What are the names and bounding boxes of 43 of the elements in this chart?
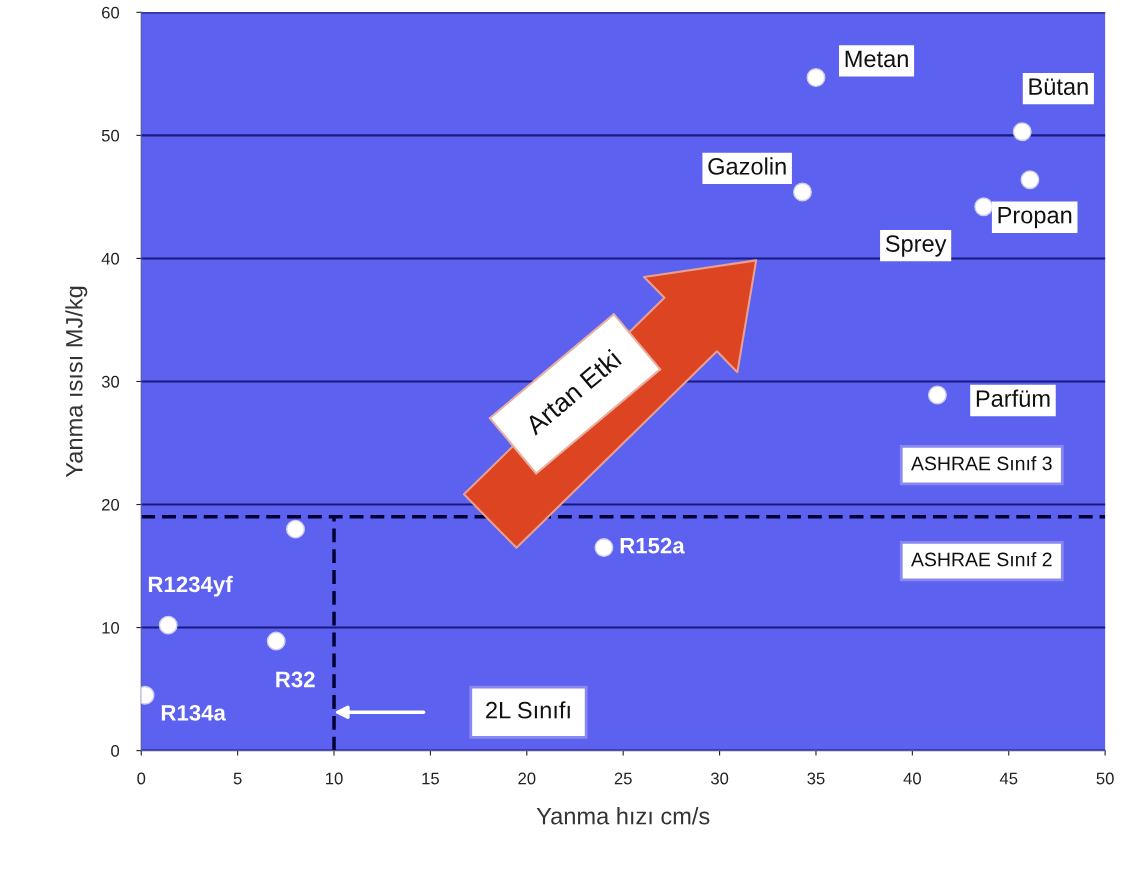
annotation: R32 xyxy=(276,671,315,688)
point xyxy=(793,182,812,202)
ref-line-label: 2L Sınıfı xyxy=(486,701,570,719)
x-tick-label: 5 xyxy=(233,772,242,785)
annotation: R152a xyxy=(620,537,685,554)
y-tick-label: 30 xyxy=(101,375,120,388)
annotation: R1234yf xyxy=(148,575,233,597)
y-tick-label: 50 xyxy=(101,129,120,142)
annotation: ASHRAE Sınıf 3 xyxy=(911,456,1052,471)
x-tick-label: 45 xyxy=(999,772,1018,785)
x-tick-label: 15 xyxy=(422,772,439,785)
point xyxy=(285,519,305,539)
annotation: Gazolin xyxy=(708,157,786,175)
y-tick-label: 60 xyxy=(102,6,120,19)
y-tick-label: 10 xyxy=(102,621,120,634)
point xyxy=(974,197,994,217)
x-tick-label: 25 xyxy=(614,772,632,785)
x-tick-label: 40 xyxy=(903,772,921,785)
point xyxy=(1020,170,1040,190)
point xyxy=(927,385,947,405)
y-tick-label: 40 xyxy=(101,252,120,265)
x-tick-label: 0 xyxy=(137,772,146,785)
point xyxy=(1012,122,1032,142)
x-tick-label: 10 xyxy=(326,772,343,785)
y-tick-label: 0 xyxy=(111,745,120,757)
x-tick-label: 35 xyxy=(807,772,825,785)
annotation: Bütan xyxy=(1029,78,1088,95)
annotation: ASHRAE Sınıf 2 xyxy=(911,552,1052,567)
x-tick-label: 20 xyxy=(518,772,536,785)
annotation: Parfüm xyxy=(976,389,1050,407)
point xyxy=(806,68,826,88)
point xyxy=(266,631,286,651)
point xyxy=(158,615,178,635)
annotation: Propan xyxy=(998,207,1072,229)
x-tick-label: 30 xyxy=(710,772,729,785)
annotation: Metan xyxy=(845,50,908,68)
x-tick-label: 50 xyxy=(1096,772,1114,785)
y-tick-label: 20 xyxy=(102,498,120,511)
annotation: Sprey xyxy=(885,235,947,257)
y-axis-title: Yanma ısısı MJ/kg xyxy=(65,286,88,478)
annotation: R134a xyxy=(161,704,227,721)
point xyxy=(594,538,614,558)
x-axis-title: Yanma hızı cm/s xyxy=(536,807,710,825)
